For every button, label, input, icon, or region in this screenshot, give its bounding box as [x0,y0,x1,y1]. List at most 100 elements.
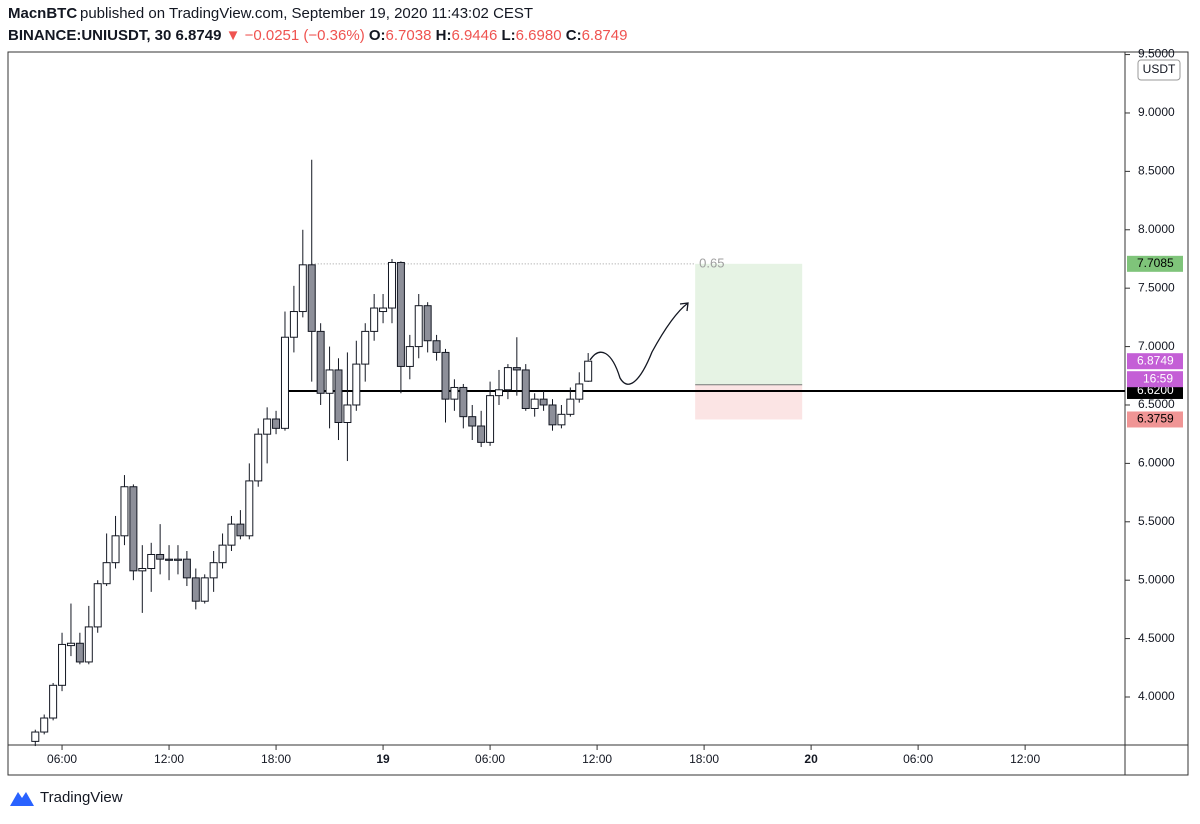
candle-body [370,307,379,332]
candle-body [191,577,200,602]
candle-body [120,486,129,537]
plot: 0.65 [31,159,1125,747]
price-label: 7.7085 [1137,256,1174,270]
change: ▼ −0.0251 (−0.36%) [226,27,365,44]
candle-body [459,386,468,418]
price-label-bg [1127,255,1183,272]
candle-body [352,363,361,406]
candle-body [156,553,165,560]
candle-body [245,480,254,537]
candle-body [298,264,307,313]
candle-body [361,330,370,365]
candle-body [548,404,557,426]
candle-body [111,535,120,564]
candle-body [49,684,58,719]
candle-body [272,418,281,429]
x-tick-label: 20 [804,752,818,766]
ohlc-value: 6.6980 [516,27,562,44]
x-tick-label: 06:00 [47,752,77,766]
profit-zone [695,263,803,385]
y-tick-label: 5.0000 [1138,572,1175,586]
candle-body [307,264,316,332]
y-tick-label: 9.5000 [1138,47,1175,61]
candle-body [334,369,343,424]
candle-body [557,413,566,426]
candle-body [423,305,432,342]
loss-zone [695,384,803,420]
candle-body [486,395,495,443]
candle-body [138,568,147,572]
ohlc-value: 6.7038 [386,27,432,44]
ohlc-key: L: [502,27,516,44]
published: published on TradingView.com, September … [80,5,533,22]
frame [7,51,1189,776]
candle-body [530,398,539,409]
y-tick-label: 8.5000 [1138,164,1175,178]
arrow-head [679,302,689,312]
x-tick-label: 12:00 [582,752,612,766]
candle-body [316,330,325,394]
x-tick-label: 12:00 [1010,752,1040,766]
candle-body [503,367,512,391]
price-label-bg [1127,353,1183,370]
candle-body [387,261,396,309]
x-tick-label: 06:00 [903,752,933,766]
candle-body [432,340,441,353]
ohlc-value: 6.9446 [451,27,497,44]
candle-body [575,383,584,400]
candle-body [405,346,414,367]
y-tick-label: 4.0000 [1138,689,1175,703]
symbol: BINANCE:UNIUSDT, 30 [8,27,171,44]
candle-body [521,369,530,409]
candle-body [209,562,218,579]
candle-body [40,717,49,733]
ohlc-key: O: [369,27,386,44]
x-tick-label: 18:00 [261,752,291,766]
candle-body [396,261,405,367]
candle-body [280,336,289,429]
unit-box [1137,59,1181,81]
candle-body [58,643,67,686]
candle-body [165,558,174,561]
candle-body [343,404,352,424]
ohlc-key: C: [566,27,582,44]
symbol-line: BINANCE:UNIUSDT, 30 6.8749 ▼ −0.0251 (−0… [8,27,627,44]
candle-body [102,562,111,585]
price-label: 6.8749 [1137,353,1174,367]
countdown: 16:59 [1143,371,1173,385]
candle-body [441,351,450,400]
y-tick-label: 7.0000 [1138,339,1175,353]
candle-body [147,553,156,570]
candle-body [173,558,182,561]
candle-body [450,386,459,400]
candle-body [31,731,40,742]
y-tick-label: 6.5000 [1138,397,1175,411]
candle-body [289,311,298,338]
candle-body [200,577,209,602]
drawn-arrow [589,302,689,385]
candle-body [84,626,93,663]
author: MacnBTC [8,5,77,22]
x-tick-label: 12:00 [154,752,184,766]
tv-logo [10,792,34,806]
candle-body [379,307,388,313]
candle-body [414,305,423,348]
ohlc-key: H: [436,27,452,44]
countdown-bg [1127,371,1183,388]
candle-body [468,416,477,427]
last-price: 6.8749 [176,27,222,44]
candle-body [254,433,263,482]
candle-body [75,642,84,663]
ohlc-value: 6.8749 [582,27,628,44]
price-label: 6.3759 [1137,412,1174,426]
x-tick-label: 18:00 [689,752,719,766]
candle-body [263,418,272,435]
candle-body [584,360,593,382]
footer: TradingView [40,789,123,806]
candle-body [539,398,548,406]
x-tick-label: 06:00 [475,752,505,766]
y-tick-label: 4.5000 [1138,631,1175,645]
price-label-bg [1127,411,1183,428]
x-tick-label: 19 [376,752,390,766]
